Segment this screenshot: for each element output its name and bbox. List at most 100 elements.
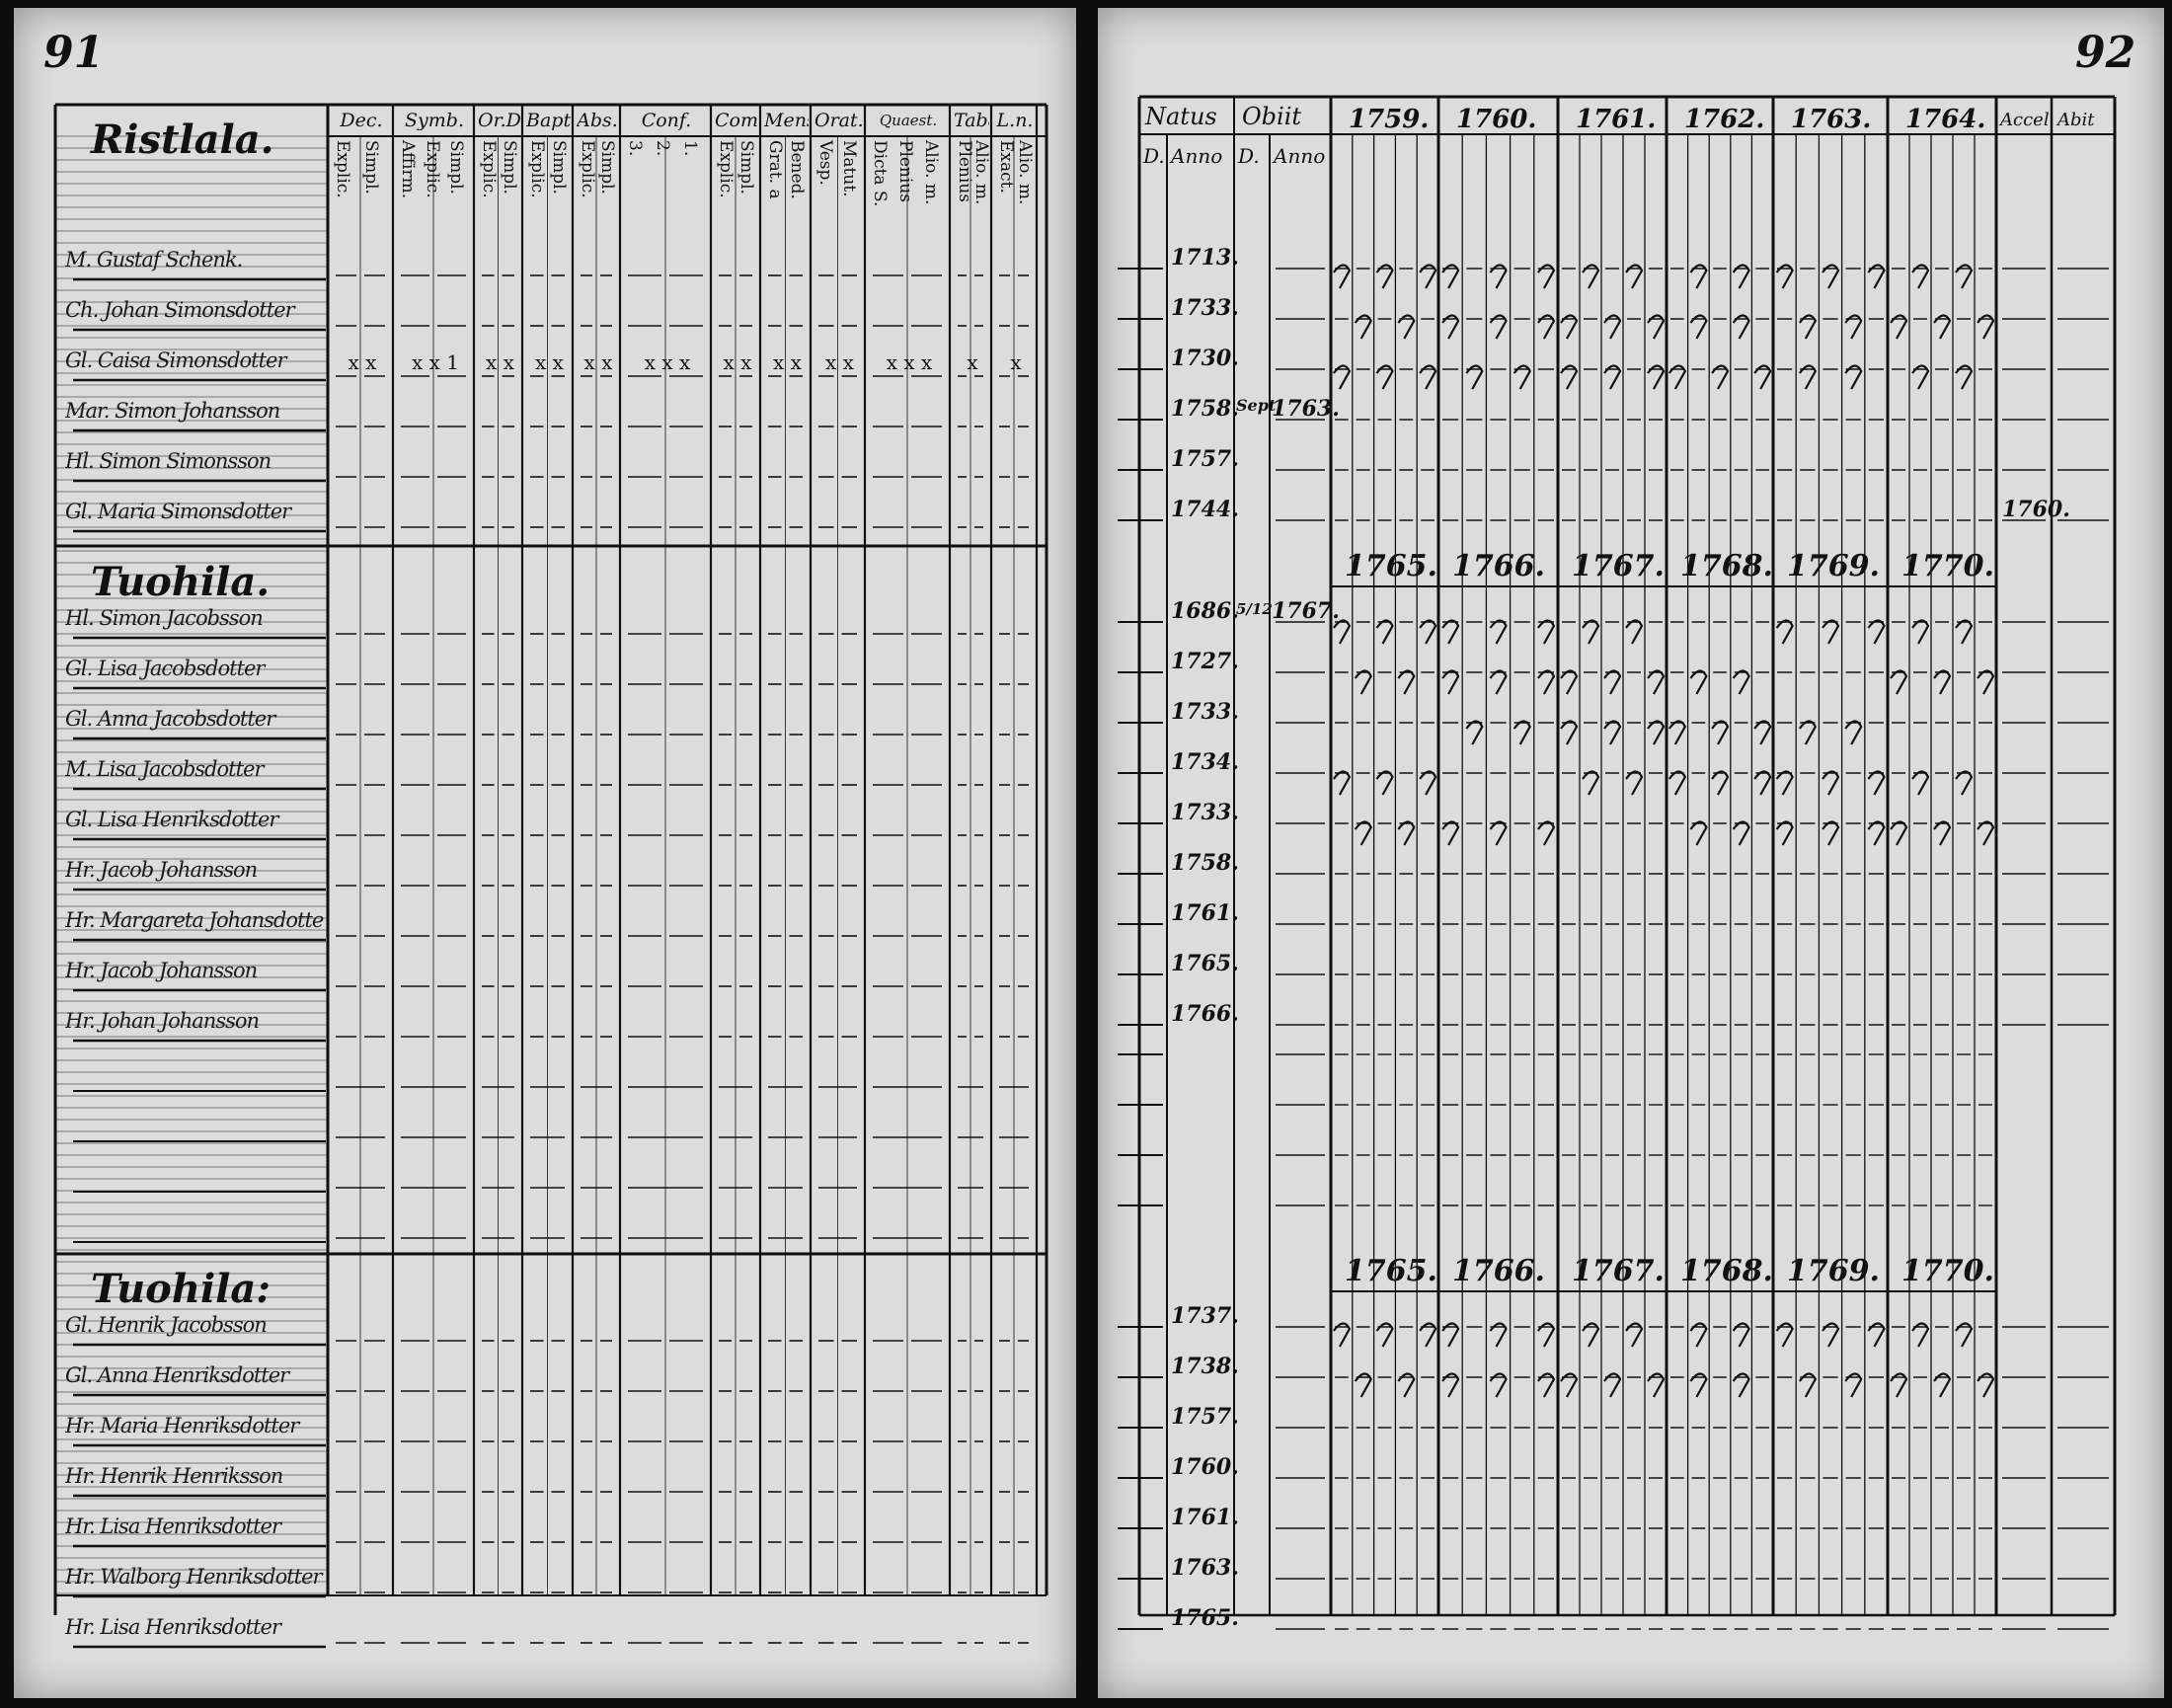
subcolumn-header: Bened.: [786, 140, 807, 199]
birth-year: 1730.: [1171, 346, 1239, 371]
year-band-label: 1765.: [1345, 1254, 1437, 1288]
year-band-label: 1767.: [1572, 549, 1665, 583]
handwritten-check-mark: [1689, 264, 1708, 289]
subcolumn-header: Simpl.: [737, 140, 756, 194]
parishioner-name: Hr. Lisa Henriksdotter: [65, 1615, 281, 1639]
birth-year: 1733.: [1171, 800, 1239, 825]
handwritten-check-mark: [1647, 1372, 1666, 1398]
parishioner-name: Gl. Anna Henriksdotter: [65, 1363, 289, 1387]
year-band-label: 1770.: [1901, 549, 1994, 583]
handwritten-check-mark: [1489, 820, 1508, 846]
subcolumn-header: Explic.: [333, 140, 352, 198]
handwritten-check-mark: [1798, 720, 1818, 745]
year-header: 1763.: [1791, 105, 1872, 134]
left-page: 91 Dec. Symb. Or.D Bapt. Abs. Conf. Com.D Mens.…: [14, 8, 1076, 1698]
birth-year: 1733.: [1171, 295, 1239, 321]
handwritten-check-mark: [1955, 1322, 1974, 1348]
handwritten-check-mark: [1668, 770, 1687, 796]
handwritten-check-mark: [1732, 314, 1750, 340]
subcolumn-header: Explic.: [578, 140, 597, 198]
handwritten-check-mark: [1603, 1372, 1622, 1398]
handwritten-check-mark: [1489, 264, 1508, 289]
parishioner-name: M. Gustaf Schenk.: [65, 248, 243, 272]
handwritten-check-mark: [1441, 619, 1460, 645]
birth-year: 1757.: [1171, 446, 1239, 472]
handwritten-check-mark: [1333, 619, 1352, 645]
birth-year: 1765.: [1171, 951, 1239, 976]
handwritten-check-mark: [1689, 669, 1708, 695]
death-year: 1763.: [1272, 396, 1340, 422]
subcolumn-header: Explic.: [479, 140, 499, 198]
handwritten-check-mark: [1775, 820, 1794, 846]
handwritten-check-mark: [1955, 264, 1974, 289]
obiit-d-header: D.: [1238, 144, 1260, 168]
handwritten-check-mark: [1489, 1322, 1508, 1348]
subcolumn-header: Simpl.: [446, 140, 467, 194]
section-title: Tuohila.: [91, 559, 271, 605]
right-page-number: 92: [2075, 28, 2136, 78]
handwritten-check-mark: [1890, 1372, 1908, 1398]
handwritten-check-mark: [1333, 1322, 1352, 1348]
parishioner-name: Hr. Henrik Henriksson: [65, 1464, 283, 1488]
subcolumn-header: 2.: [653, 140, 672, 157]
handwritten-check-mark: [1354, 669, 1372, 695]
handwritten-check-mark: [1465, 720, 1484, 745]
subcolumn-header: Vesp.: [815, 140, 835, 186]
parishioner-name: M. Lisa Jacobsdotter: [65, 757, 264, 781]
handwritten-check-mark: [1822, 1322, 1840, 1348]
handwritten-check-mark: [1977, 1372, 1995, 1398]
parishioner-name: Gl. Maria Simonsdotter: [65, 500, 291, 523]
birth-year: 1758.: [1171, 396, 1239, 422]
subcolumn-header: Alio. m.: [1015, 140, 1035, 205]
handwritten-check-mark: [1711, 364, 1730, 390]
handwritten-check-mark: [1689, 820, 1708, 846]
handwritten-check-mark: [1955, 364, 1974, 390]
handwritten-check-mark: [1933, 669, 1952, 695]
column-header: Abs.: [577, 111, 618, 130]
handwritten-check-mark: [1890, 820, 1908, 846]
subcolumn-header: Matut.: [838, 140, 859, 197]
handwritten-check-mark: [1441, 1372, 1460, 1398]
handwritten-check-mark: [1582, 619, 1600, 645]
year-band-label: 1765.: [1345, 549, 1437, 583]
parishioner-name: Gl. Anna Jacobsdotter: [65, 707, 275, 731]
handwritten-check-mark: [1775, 770, 1794, 796]
attendance-mark: x: [1010, 350, 1022, 374]
subcolumn-header: Simpl.: [361, 140, 381, 194]
handwritten-check-mark: [1441, 1322, 1460, 1348]
handwritten-check-mark: [1375, 1322, 1394, 1348]
handwritten-check-mark: [1537, 669, 1556, 695]
handwritten-check-mark: [1647, 720, 1666, 745]
handwritten-check-mark: [1775, 264, 1794, 289]
handwritten-check-mark: [1603, 720, 1622, 745]
handwritten-check-mark: [1753, 720, 1772, 745]
handwritten-check-mark: [1753, 364, 1772, 390]
handwritten-check-mark: [1537, 820, 1556, 846]
subcolumn-header: Explic.: [716, 140, 736, 198]
accel-note: 1760.: [2002, 497, 2070, 522]
handwritten-check-mark: [1333, 770, 1352, 796]
handwritten-check-mark: [1798, 364, 1818, 390]
year-header: 1762.: [1684, 105, 1765, 134]
handwritten-check-mark: [1582, 770, 1600, 796]
subcolumn-header: Explic.: [527, 140, 547, 198]
attendance-mark: x x x: [886, 350, 933, 374]
year-band-label: 1769.: [1787, 1254, 1880, 1288]
death-day: 5/12: [1236, 600, 1273, 618]
subcolumn-header: Dicta S.: [870, 140, 890, 207]
year-band-label: 1768.: [1680, 1254, 1773, 1288]
birth-year: 1766.: [1171, 1001, 1239, 1027]
handwritten-check-mark: [1822, 770, 1840, 796]
handwritten-check-mark: [1375, 264, 1394, 289]
handwritten-check-mark: [1689, 1372, 1708, 1398]
handwritten-check-mark: [1354, 1372, 1372, 1398]
handwritten-check-mark: [1537, 1372, 1556, 1398]
handwritten-check-mark: [1711, 770, 1730, 796]
attendance-mark: x: [967, 350, 978, 374]
parishioner-name: Hl. Simon Simonsson: [65, 449, 272, 473]
handwritten-check-mark: [1441, 264, 1460, 289]
attendance-mark: x x x: [644, 350, 691, 374]
handwritten-check-mark: [1711, 720, 1730, 745]
parishioner-name: Hr. Lisa Henriksdotter: [65, 1514, 281, 1538]
natus-anno-header: Anno: [1171, 144, 1223, 168]
